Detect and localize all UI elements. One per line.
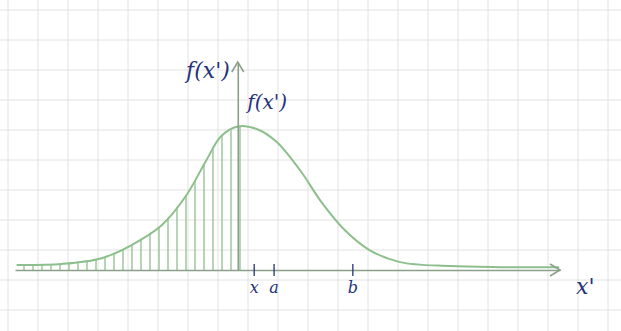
paper-line	[98, 0, 99, 331]
graph-paper	[0, 0, 621, 331]
hatch-line	[68, 62, 70, 270]
hatch-line	[149, 62, 151, 270]
hatch-line	[194, 62, 196, 270]
density-curve	[17, 126, 560, 267]
paper-line	[608, 0, 609, 331]
hatch-line	[212, 62, 214, 270]
paper-line	[0, 160, 621, 161]
paper-line	[398, 0, 399, 331]
paper-line	[8, 0, 9, 331]
x-axis: xa b	[16, 264, 561, 297]
hatch-line	[122, 62, 124, 270]
hatch-line	[131, 62, 133, 270]
x-tick: a	[269, 264, 279, 297]
paper-line	[0, 310, 621, 311]
x-tick-label: a	[269, 278, 279, 297]
curve-label: f(x')	[245, 90, 287, 114]
paper-line	[368, 0, 369, 331]
hatch-line	[86, 62, 88, 270]
y-arrow	[232, 62, 244, 72]
hatch-line	[167, 62, 169, 270]
paper-line	[428, 0, 429, 331]
shading	[15, 62, 240, 270]
hatch-line	[176, 62, 178, 270]
paper-line	[38, 0, 39, 331]
hatch-line	[95, 62, 97, 270]
hatch-line	[23, 62, 25, 270]
hatch-line	[239, 62, 241, 270]
paper-line	[458, 0, 459, 331]
paper-line	[308, 0, 309, 331]
paper-line	[68, 0, 69, 331]
paper-line	[218, 0, 219, 331]
x-arrow	[550, 264, 560, 276]
hatch-line	[41, 62, 43, 270]
y-axis	[238, 63, 239, 271]
x-tick: b	[348, 264, 358, 297]
paper-line	[0, 220, 621, 221]
x-tick-mark	[273, 264, 274, 276]
shading-hatch	[15, 62, 240, 270]
paper-line	[0, 100, 621, 101]
plot-area	[15, 62, 559, 270]
hatch-line	[158, 62, 160, 270]
paper-line	[158, 0, 159, 331]
hatch-line	[50, 62, 52, 270]
paper-line	[0, 250, 621, 251]
x-tick: x	[250, 264, 259, 297]
paper-line	[0, 10, 621, 11]
paper-line	[0, 280, 621, 281]
paper-line	[128, 0, 129, 331]
y-axis-title: f(x')	[184, 58, 230, 83]
x-axis-line	[16, 270, 561, 272]
hatch-line	[59, 62, 61, 270]
paper-line	[548, 0, 549, 331]
hatch-line	[230, 62, 232, 270]
x-tick-label: b	[348, 278, 358, 297]
hatch-line	[32, 62, 34, 270]
hatch-line	[221, 62, 223, 270]
hatch-line	[15, 62, 16, 270]
paper-line	[248, 0, 249, 331]
hatch-line	[185, 62, 187, 270]
paper-line	[338, 0, 339, 331]
paper-line	[518, 0, 519, 331]
x-tick-mark	[254, 264, 255, 276]
paper-line	[188, 0, 189, 331]
x-tick-label: x	[250, 278, 259, 297]
hatch-line	[77, 62, 79, 270]
x-tick-mark	[352, 264, 353, 276]
x-axis-title: x'	[576, 274, 594, 299]
paper-line	[0, 130, 621, 131]
hatch-line	[113, 62, 115, 270]
paper-line	[0, 40, 621, 41]
paper-line	[0, 70, 621, 71]
paper-line	[0, 190, 621, 191]
paper-line	[488, 0, 489, 331]
chart: xa b x' f(x') f(x')	[0, 0, 621, 331]
y-axis-line	[237, 63, 239, 271]
hatch-line	[104, 62, 106, 270]
